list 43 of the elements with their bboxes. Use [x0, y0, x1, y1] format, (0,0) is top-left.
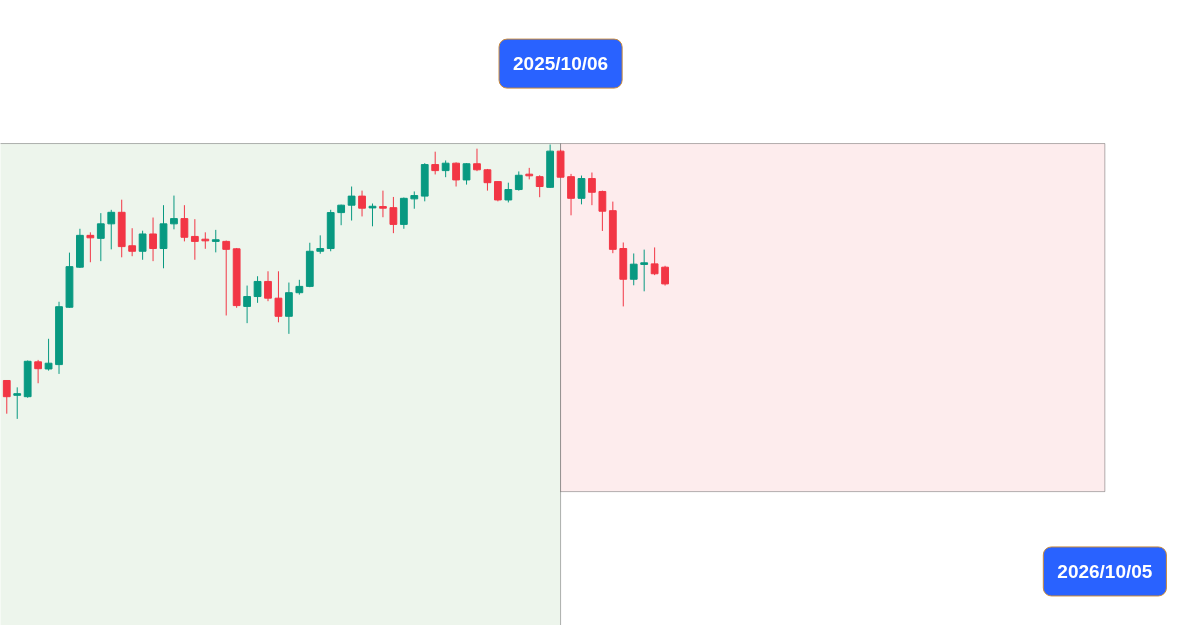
- candlestick: [504, 182, 513, 203]
- candlestick: [285, 282, 293, 335]
- candlestick: [650, 246, 659, 276]
- candlestick: [44, 338, 53, 372]
- candlestick: [379, 190, 387, 218]
- text: 2025/10/06: [513, 53, 609, 75]
- candlestick: [96, 212, 105, 262]
- candlestick: [598, 190, 607, 232]
- candlestick: [222, 240, 231, 316]
- candlestick: [107, 209, 116, 250]
- candlestick: [588, 172, 596, 206]
- candlestick: [211, 229, 220, 253]
- candlestick: [86, 231, 95, 263]
- candlestick: [389, 196, 398, 234]
- candlestick: [2, 379, 11, 415]
- candlestick: [567, 173, 575, 216]
- candlestick: [149, 217, 157, 262]
- candlestick: [535, 174, 544, 198]
- candlestick: [243, 285, 251, 324]
- candlestick: [347, 186, 356, 222]
- candlestick: [473, 148, 481, 172]
- candlestick: [629, 252, 638, 286]
- candlestick: [577, 175, 586, 205]
- candlestick: [431, 151, 440, 175]
- candlestick: [190, 218, 199, 261]
- candlestick: [180, 204, 189, 242]
- candlestick: [34, 359, 43, 384]
- candlestick: [514, 170, 523, 192]
- candlestick: [264, 270, 272, 302]
- candlestick: [661, 265, 669, 287]
- candlestick: [138, 230, 147, 261]
- candlestick: [170, 195, 178, 230]
- candlestick: [13, 386, 22, 420]
- candlestick: [462, 162, 471, 186]
- candlestick: [452, 161, 460, 188]
- candlestick: [274, 270, 283, 323]
- candlestick: [640, 249, 649, 292]
- candlestick: [253, 275, 262, 304]
- candlestick: [128, 227, 137, 257]
- candlestick: [316, 234, 325, 255]
- candlestick: [358, 190, 366, 217]
- candlestick: [368, 203, 377, 227]
- text: 2026/10/05: [1057, 560, 1153, 582]
